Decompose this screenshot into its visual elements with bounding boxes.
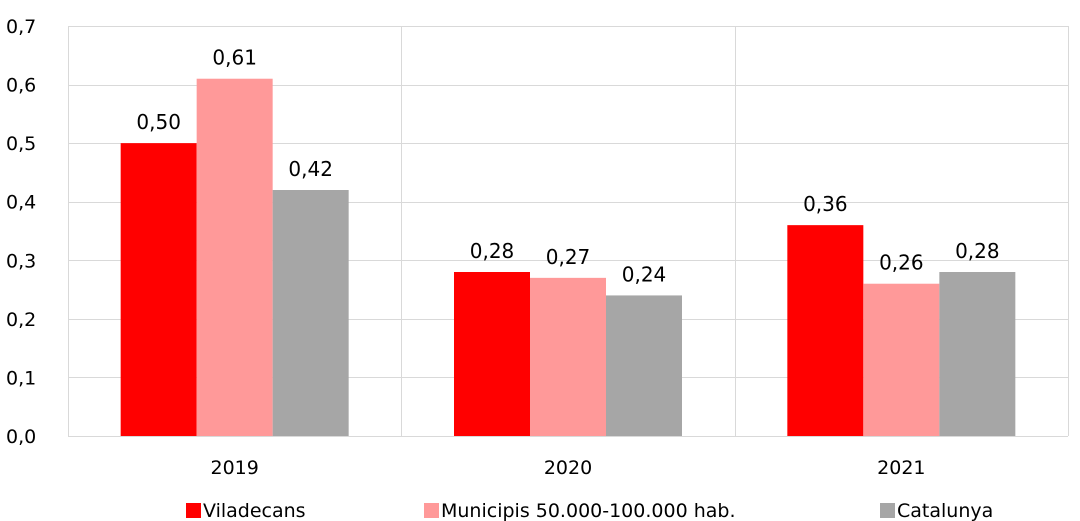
- bars-layer: [120, 78, 1016, 436]
- data-label: 0,24: [622, 262, 667, 286]
- bar: [454, 272, 530, 436]
- legend-swatch: [424, 503, 439, 518]
- bar: [272, 190, 349, 436]
- data-label: 0,50: [136, 110, 181, 134]
- legend: Viladecans Municipis 50.000-100.000 hab. C…: [186, 500, 993, 521]
- y-tick-label: 0,3: [6, 250, 36, 272]
- bar: [120, 143, 197, 436]
- bar: [530, 277, 606, 436]
- data-label: 0,36: [803, 192, 848, 216]
- data-label: 0,27: [546, 245, 591, 269]
- bar: [196, 78, 273, 436]
- x-tick-label: 2021: [877, 457, 925, 479]
- y-tick-label: 0,5: [6, 133, 36, 155]
- x-tick-label: 2020: [544, 457, 592, 479]
- axis-layer: 2019 2020 2021 0,0 0,1 0,2 0,3 0,4 0,5 0,6 0,7: [6, 16, 1068, 479]
- y-tick-label: 0,1: [6, 367, 36, 389]
- legend-label: Catalunya: [897, 500, 993, 521]
- data-label: 0,28: [470, 239, 515, 263]
- y-tick-label: 0,2: [6, 309, 36, 331]
- data-label: 0,42: [288, 157, 333, 181]
- bar: [863, 283, 940, 436]
- y-tick-label: 0,4: [6, 192, 36, 214]
- y-tick-label: 0,7: [6, 16, 36, 38]
- y-tick-label: 0,6: [6, 75, 36, 97]
- legend-label: Municipis 50.000-100.000 hab.: [441, 500, 736, 521]
- y-tick-label: 0,0: [6, 426, 36, 448]
- bar: [787, 225, 864, 436]
- legend-swatch: [186, 503, 201, 518]
- legend-label: Viladecans: [203, 500, 306, 521]
- x-tick-label: 2019: [210, 457, 258, 479]
- data-label: 0,28: [955, 239, 1000, 263]
- data-label: 0,61: [212, 46, 257, 70]
- legend-swatch: [880, 503, 895, 518]
- data-label: 0,26: [879, 251, 924, 275]
- bar: [939, 272, 1016, 436]
- bar: [606, 295, 682, 436]
- data-labels-layer: 0,50 0,61 0,42 0,28 0,27 0,24 0,36 0,26 0,28: [136, 46, 999, 287]
